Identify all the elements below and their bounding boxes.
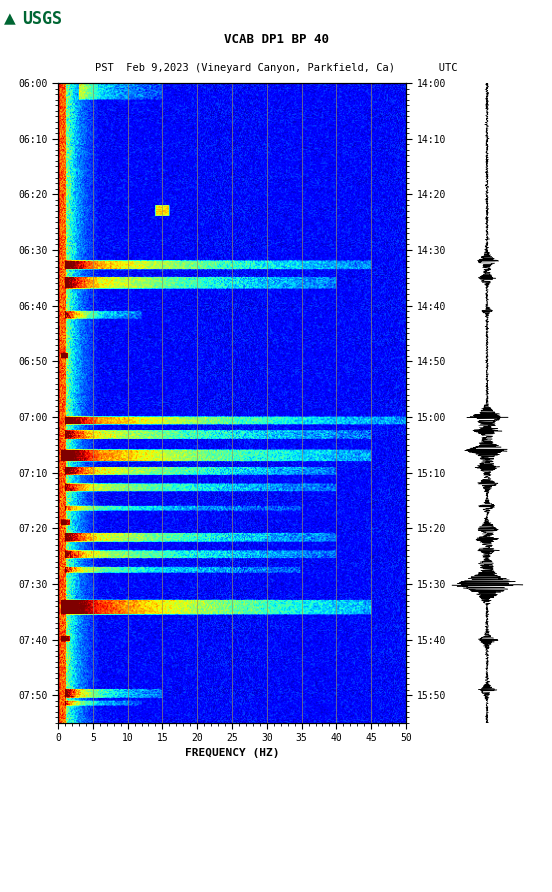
X-axis label: FREQUENCY (HZ): FREQUENCY (HZ) <box>185 747 279 757</box>
Text: PST  Feb 9,2023 (Vineyard Canyon, Parkfield, Ca)       UTC: PST Feb 9,2023 (Vineyard Canyon, Parkfie… <box>95 63 457 73</box>
Text: ▲: ▲ <box>3 10 15 29</box>
Text: VCAB DP1 BP 40: VCAB DP1 BP 40 <box>224 33 328 46</box>
Text: USGS: USGS <box>23 10 62 28</box>
